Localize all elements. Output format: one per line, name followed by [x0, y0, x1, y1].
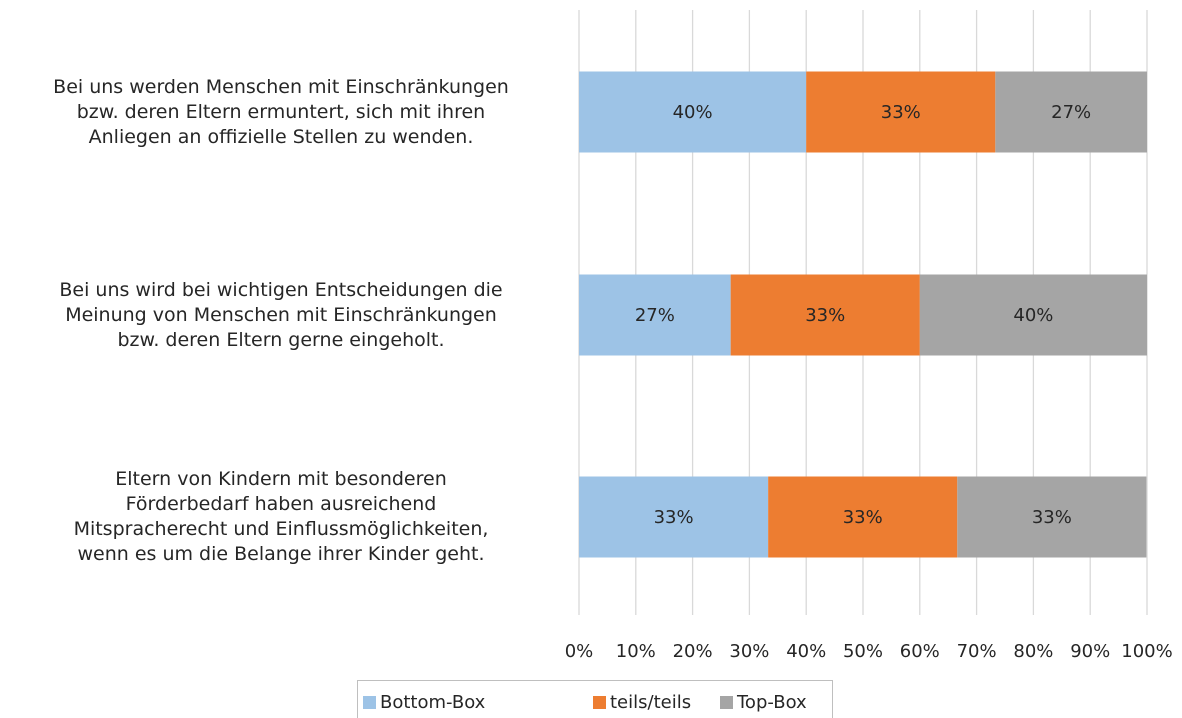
x-tick-label: 80%: [1013, 641, 1053, 662]
legend-swatch: [363, 696, 376, 709]
legend-swatch: [593, 696, 606, 709]
bar-segment: [579, 71, 807, 153]
bar-segment: [957, 476, 1147, 558]
legend-box: [357, 680, 833, 718]
category-label: Eltern von Kindern mit besonderen Förder…: [73, 468, 489, 565]
x-tick-label: 90%: [1070, 641, 1110, 662]
x-tick-label: 60%: [900, 641, 940, 662]
legend-label: Bottom-Box: [380, 692, 486, 713]
bar-segment: [768, 476, 958, 558]
data-label: 33%: [805, 305, 845, 326]
legend-label: teils/teils: [610, 692, 691, 713]
data-label: 33%: [654, 507, 694, 528]
x-tick-label: 40%: [786, 641, 826, 662]
data-label: 27%: [1051, 102, 1091, 123]
bar-segment: [995, 71, 1147, 153]
bar-segment: [579, 274, 731, 356]
category-label: Bei uns wird bei wichtigen Entscheidunge…: [59, 278, 503, 351]
data-label: 27%: [635, 305, 675, 326]
x-tick-label: 0%: [565, 641, 594, 662]
x-tick-label: 20%: [673, 641, 713, 662]
data-label: 33%: [1032, 507, 1072, 528]
legend-swatch: [720, 696, 733, 709]
category-label: Bei uns werden Menschen mit Einschränkun…: [53, 75, 509, 148]
bar-segment: [806, 71, 996, 153]
bar-segment: [730, 274, 920, 356]
x-tick-label: 50%: [843, 641, 883, 662]
bar-segment: [919, 274, 1147, 356]
data-label: 33%: [843, 507, 883, 528]
legend-label: Top-Box: [736, 692, 807, 713]
x-tick-label: 10%: [616, 641, 656, 662]
x-tick-label: 100%: [1121, 641, 1172, 662]
x-tick-label: 30%: [729, 641, 769, 662]
data-label: 33%: [881, 102, 921, 123]
data-label: 40%: [673, 102, 713, 123]
bar-segment: [579, 476, 769, 558]
data-label: 40%: [1013, 305, 1053, 326]
x-tick-label: 70%: [957, 641, 997, 662]
